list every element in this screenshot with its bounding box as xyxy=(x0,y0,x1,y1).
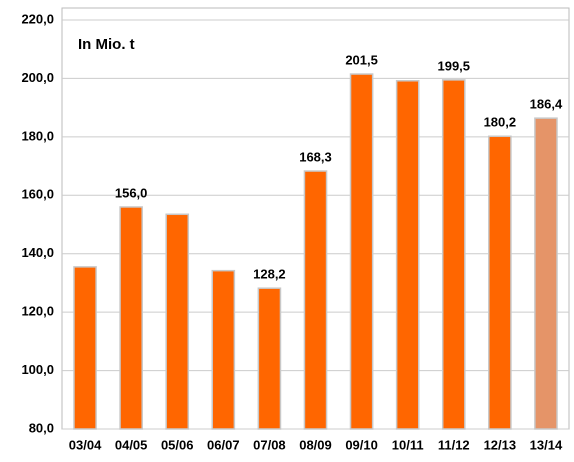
y-tick-label: 220,0 xyxy=(21,11,54,26)
x-tick-label: 08/09 xyxy=(299,437,332,452)
bar xyxy=(441,79,466,430)
x-tick-label: 11/12 xyxy=(438,437,470,452)
y-tick-label: 80,0 xyxy=(29,420,54,435)
bar xyxy=(211,269,236,430)
data-label: 168,3 xyxy=(299,149,332,164)
bar xyxy=(395,80,420,430)
data-label: 128,2 xyxy=(253,267,286,282)
data-label: 199,5 xyxy=(437,58,470,73)
bar xyxy=(349,73,374,430)
x-tick-label: 05/06 xyxy=(161,437,194,452)
x-tick-label: 07/08 xyxy=(253,437,286,452)
bar xyxy=(534,117,558,430)
y-tick-label: 200,0 xyxy=(21,70,54,85)
bar xyxy=(257,287,282,430)
y-tick-label: 140,0 xyxy=(21,245,54,260)
x-tick-label: 10/11 xyxy=(392,437,424,452)
x-tick-label: 09/10 xyxy=(345,437,378,452)
data-label: 180,2 xyxy=(484,115,517,130)
x-tick-label: 03/04 xyxy=(69,437,102,452)
x-tick-label: 04/05 xyxy=(115,437,148,452)
x-tick-label: 06/07 xyxy=(207,437,240,452)
y-tick-label: 120,0 xyxy=(21,304,54,319)
data-label: 186,4 xyxy=(530,97,563,112)
x-tick-label: 12/13 xyxy=(484,437,517,452)
data-label: 201,5 xyxy=(345,52,378,67)
y-tick-label: 160,0 xyxy=(21,187,54,202)
bar xyxy=(488,135,512,430)
y-tick-label: 100,0 xyxy=(21,362,54,377)
bar xyxy=(165,213,190,430)
data-label: 156,0 xyxy=(115,185,148,200)
y-tick-label: 180,0 xyxy=(21,128,54,143)
bar xyxy=(119,206,143,430)
bar xyxy=(73,266,97,430)
x-tick-label: 13/14 xyxy=(530,437,563,452)
bar xyxy=(303,170,328,430)
annotation: In Mio. t xyxy=(78,36,135,53)
